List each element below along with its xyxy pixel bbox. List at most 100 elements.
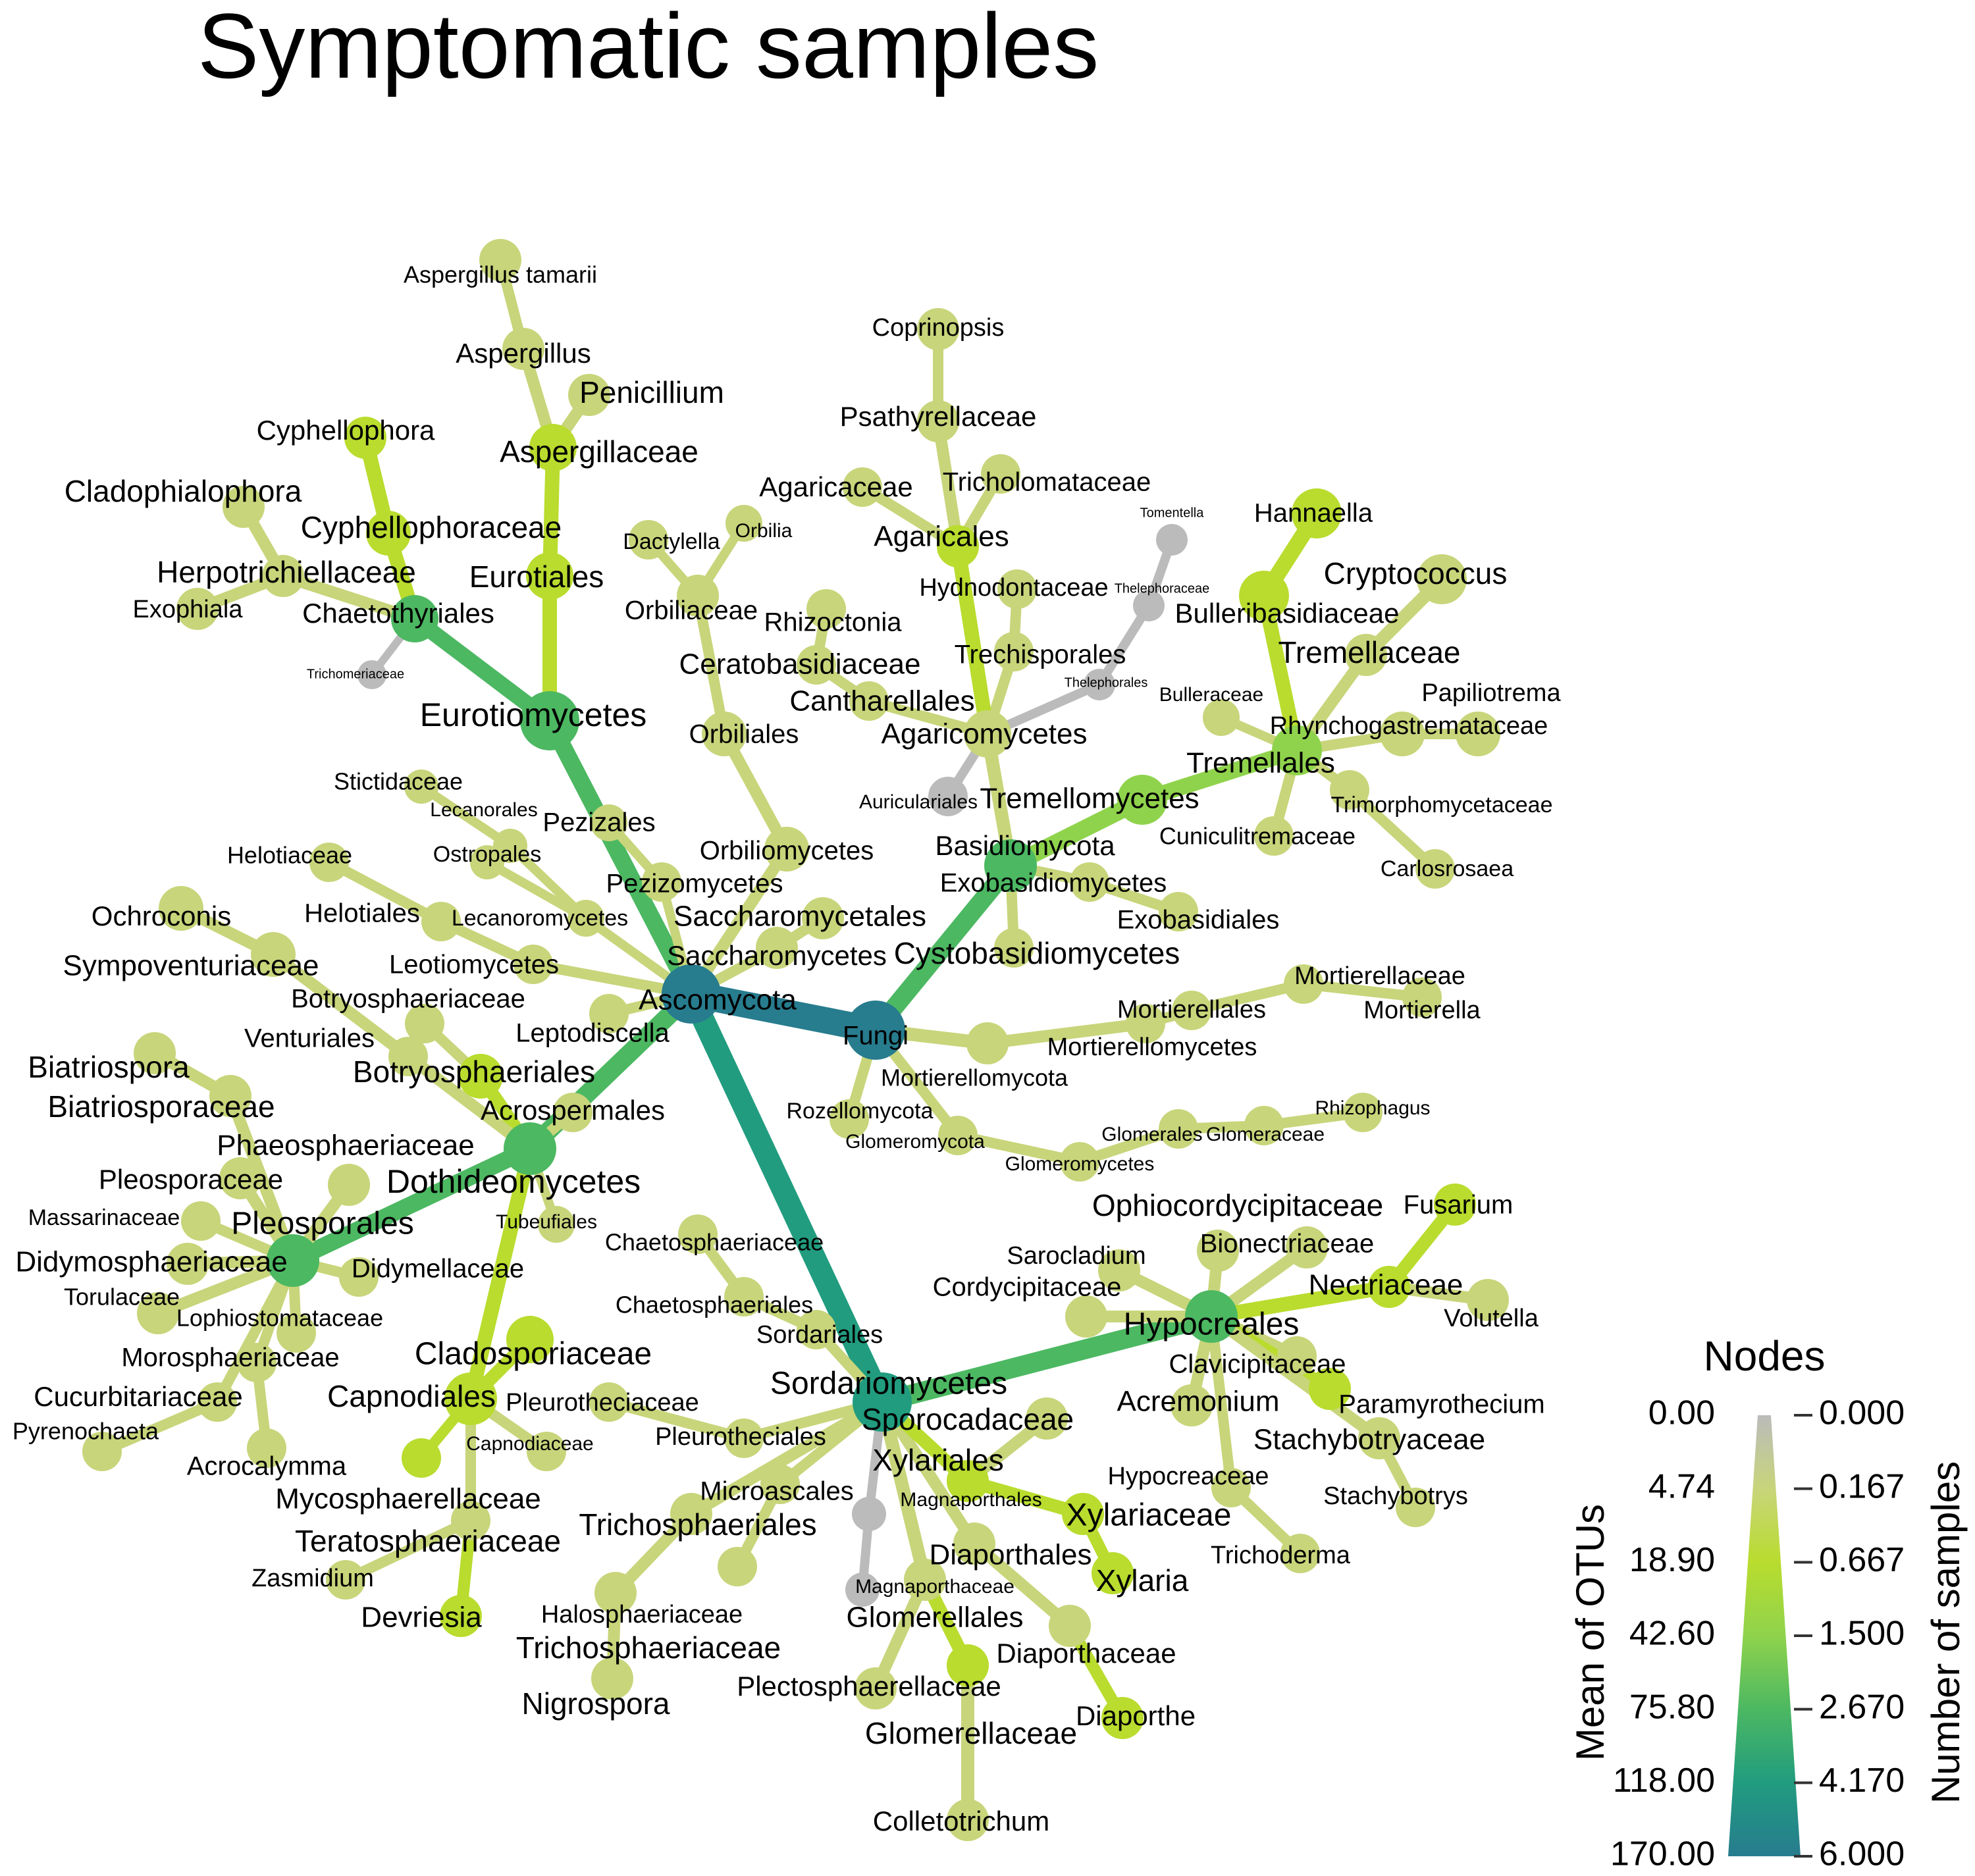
node-agaricomycetes	[964, 710, 1011, 758]
label-orbiliales: Orbiliales	[689, 720, 799, 749]
label-pyrenochaeta: Pyrenochaeta	[13, 1418, 159, 1445]
node-stachybotryaceae	[1358, 1417, 1400, 1459]
node-penicillium	[568, 374, 610, 416]
label-tricholomataceae: Tricholomataceae	[943, 468, 1151, 497]
label-lecanorales: Lecanorales	[430, 799, 537, 821]
node-auriculariales	[928, 777, 968, 816]
legend-left-axis-label: Mean of OTUs	[1568, 1504, 1612, 1761]
label-eurotiomycetes: Eurotiomycetes	[420, 696, 647, 733]
node-thelephoraceae	[1133, 590, 1165, 621]
label-xylariaceae: Xylariaceae	[1066, 1498, 1232, 1533]
label-helotiaceae: Helotiaceae	[227, 842, 352, 869]
label-leotiomycetes: Leotiomycetes	[389, 951, 559, 979]
label-xylaria: Xylaria	[1096, 1563, 1189, 1598]
label-agaricomycetes: Agaricomycetes	[881, 718, 1087, 750]
label-herpotrichiellaceae: Herpotrichiellaceae	[157, 555, 416, 589]
node-cyphellophora	[344, 417, 386, 459]
label-xylariales: Xylariales	[872, 1443, 1003, 1477]
node-didymosphaeriaceae	[167, 1243, 209, 1285]
node-exobasidiales	[1159, 892, 1198, 931]
label-pezizomycetes: Pezizomycetes	[606, 870, 783, 899]
node-phaeosphaeriaceae	[328, 1164, 370, 1206]
label-pleosporaceae: Pleosporaceae	[99, 1164, 283, 1195]
label-capnodiaceae: Capnodiaceae	[466, 1433, 594, 1455]
label-glomeromycota: Glomeromycota	[845, 1131, 985, 1153]
node-glomerellaceae	[947, 1644, 989, 1686]
label-tomentella: Tomentella	[1140, 506, 1205, 520]
node-ostropales	[493, 829, 527, 863]
label-lecanoromycetes: Lecanoromycetes	[452, 906, 628, 931]
node-trichosphaeriales	[670, 1493, 712, 1535]
node-rhizophagus	[1343, 1093, 1382, 1132]
node-sordariales	[797, 1310, 836, 1349]
label-pleosporales: Pleosporales	[231, 1207, 414, 1241]
node-bulleribasidiaceae	[1239, 571, 1289, 621]
node-hannaella	[1292, 488, 1342, 538]
node-halosphaeriaceae	[718, 1547, 757, 1586]
node-botryosphaeriales	[458, 1054, 503, 1099]
node-bulleraceae	[1203, 699, 1240, 736]
node-dactylella	[629, 520, 668, 560]
label-exobasidiomycetes: Exobasidiomycetes	[940, 869, 1167, 898]
node-magnaporthaceae	[845, 1573, 880, 1607]
edge-glomerellales	[876, 1395, 932, 1586]
node-chaetosphaeriaceae	[678, 1214, 718, 1254]
legend: Nodes 0.00 0.000 4.74 0.167 18.90 0.667 42.60 1.…	[1568, 1332, 1968, 1873]
label-pezizales: Pezizales	[542, 808, 655, 837]
label-sympoventuriaceae: Sympoventuriaceae	[63, 950, 319, 982]
node-biatriosporaceae	[134, 1032, 176, 1074]
label-hypocreaceae: Hypocreaceae	[1107, 1463, 1269, 1490]
node-mortierellaceae	[1284, 964, 1323, 1004]
chart-title: Symptomatic samples	[198, 0, 1099, 97]
edge-agaricales	[951, 539, 995, 741]
label-sporocadaceae: Sporocadaceae	[862, 1402, 1074, 1436]
label-saccharomycetes: Saccharomycetes	[667, 940, 887, 971]
node-fungi	[846, 1001, 905, 1060]
edge-lecanorales	[483, 858, 591, 923]
label-nigrospora: Nigrospora	[522, 1686, 670, 1721]
label-rozellomycota: Rozellomycota	[787, 1099, 934, 1124]
edge-ascomycota	[678, 981, 889, 1043]
label-volutella: Volutella	[1444, 1305, 1539, 1332]
label-devriesia: Devriesia	[361, 1602, 482, 1634]
node-fusarium	[1434, 1184, 1476, 1226]
tree-nodes	[82, 239, 1509, 1841]
node-orbilia	[725, 505, 762, 542]
node-tomentella	[1156, 524, 1188, 556]
node-saccharomycetes	[756, 927, 798, 969]
legend-left-tick: 42.60	[1629, 1615, 1715, 1653]
edge-helotiaceae	[324, 857, 446, 927]
node-teratosphaeriaceae	[451, 1501, 490, 1540]
label-diaporthaceae: Diaporthaceae	[996, 1638, 1176, 1669]
node-morosphaeriaceae	[237, 1343, 276, 1382]
node-stictidaceae	[404, 769, 438, 804]
label-capnodiales: Capnodiales	[327, 1379, 496, 1413]
node-massarinaceae	[181, 1201, 221, 1241]
label-magnaporthaceae: Magnaporthaceae	[855, 1576, 1014, 1598]
node-mortierellomycota	[966, 1022, 1009, 1064]
node-exophiala	[176, 588, 219, 630]
edge-stictidaceae	[417, 782, 515, 850]
edge-pleurotheciaceae	[604, 1397, 749, 1444]
node-diaporthe	[1101, 1697, 1144, 1739]
node-exobasidiomycetes	[1070, 862, 1109, 902]
node-eurotiomycetes	[520, 691, 579, 750]
label-thelephorales: Thelephorales	[1065, 675, 1148, 690]
node-ascomycota	[662, 964, 721, 1024]
label-glomerellaceae: Glomerellaceae	[865, 1716, 1077, 1750]
label-botryosphaeriales: Botryosphaeriales	[353, 1055, 595, 1089]
label-acremonium: Acremonium	[1117, 1386, 1280, 1418]
node-orbiliaceae	[677, 575, 719, 617]
node-coprinopsis	[917, 308, 959, 350]
label-cyphellophora: Cyphellophora	[257, 415, 435, 446]
legend-right-tick: 6.000	[1819, 1835, 1905, 1873]
node-acrocalymma	[247, 1428, 286, 1468]
node-diaporthaceae	[1049, 1605, 1091, 1647]
node-helotiaceae	[309, 843, 349, 882]
label-mortierellomycetes: Mortierellomycetes	[1047, 1033, 1257, 1061]
label-didymellaceae: Didymellaceae	[352, 1255, 524, 1284]
edge-mortierella	[1298, 979, 1427, 1003]
label-chaetosphaeriales: Chaetosphaeriales	[616, 1291, 813, 1318]
label-venturiales: Venturiales	[244, 1024, 375, 1053]
